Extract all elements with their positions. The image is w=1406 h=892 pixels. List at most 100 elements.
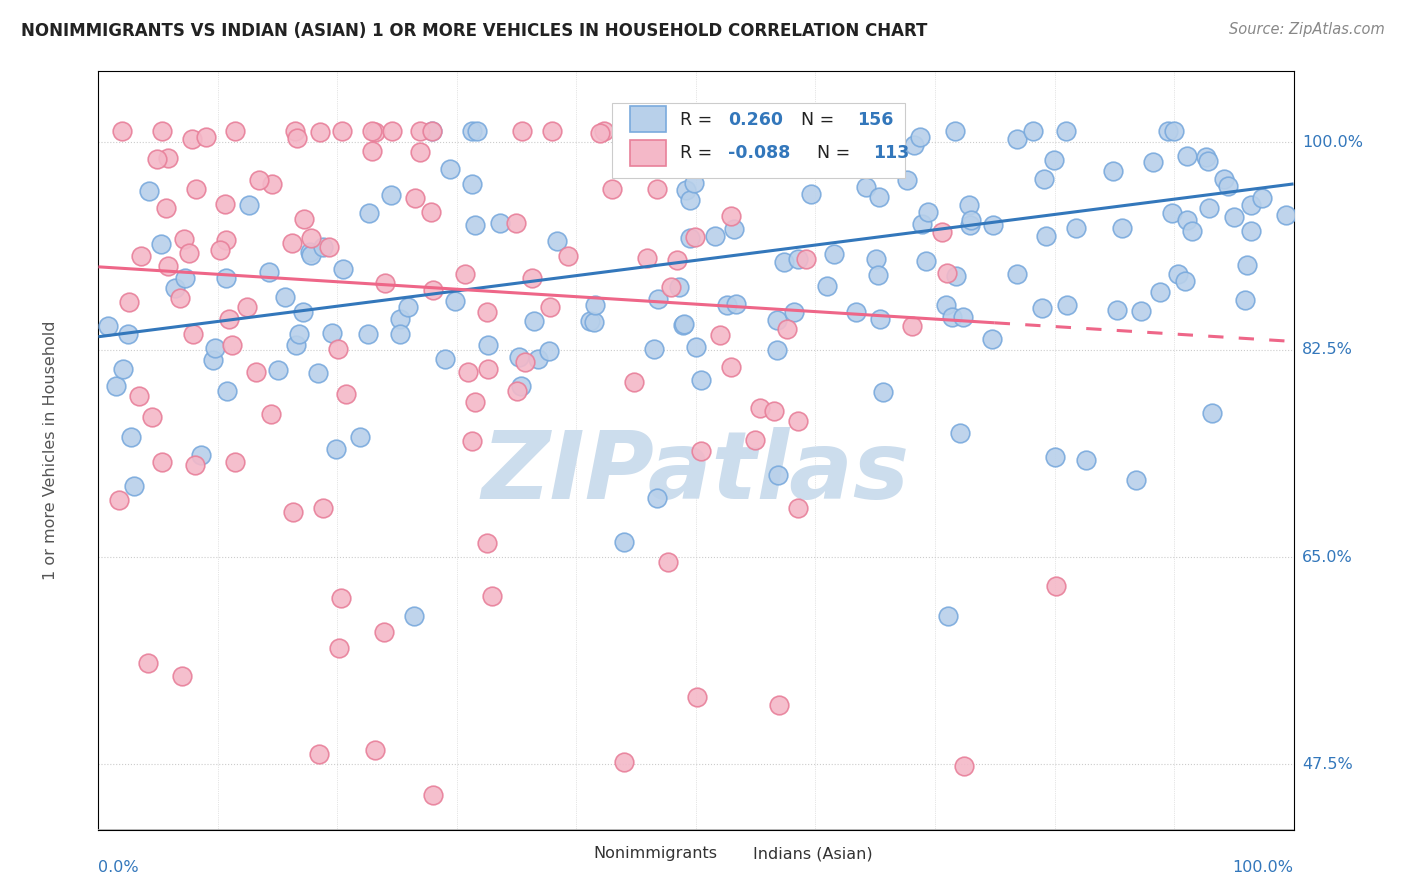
Point — [1197, 153, 1219, 168]
Point — [308, 747, 330, 762]
Point — [526, 351, 548, 366]
Point — [138, 184, 160, 198]
Point — [1125, 473, 1147, 487]
Point — [865, 252, 887, 266]
Point — [215, 384, 238, 398]
Point — [461, 123, 484, 137]
Point — [546, 234, 568, 248]
Point — [299, 244, 322, 259]
Point — [716, 298, 738, 312]
Point — [823, 247, 845, 261]
Point — [465, 123, 488, 137]
Text: -0.088: -0.088 — [728, 145, 790, 162]
Point — [689, 444, 711, 458]
Point — [508, 350, 530, 364]
Point — [773, 255, 796, 269]
Point — [786, 252, 808, 266]
Point — [686, 690, 709, 704]
Point — [668, 280, 690, 294]
Point — [636, 252, 658, 266]
Point — [855, 180, 877, 194]
Point — [685, 340, 707, 354]
Point — [981, 332, 1004, 346]
Point — [959, 212, 981, 227]
Point — [1175, 149, 1198, 163]
Point — [288, 327, 311, 342]
Point — [224, 455, 246, 469]
Point — [357, 326, 380, 341]
Point — [896, 173, 918, 187]
Point — [111, 123, 134, 137]
Point — [709, 328, 731, 343]
Point — [321, 326, 343, 340]
Point — [150, 123, 173, 137]
Point — [1222, 210, 1244, 224]
Text: ZIPatlas: ZIPatlas — [482, 427, 910, 519]
Point — [287, 130, 309, 145]
Point — [389, 326, 412, 341]
Point — [1212, 172, 1234, 186]
Point — [1045, 579, 1067, 593]
Point — [1043, 450, 1066, 464]
Point — [328, 641, 350, 656]
Point — [311, 500, 333, 515]
Point — [800, 186, 823, 201]
Point — [477, 338, 499, 352]
Text: Indians (Asian): Indians (Asian) — [754, 847, 873, 862]
Point — [583, 298, 606, 312]
Point — [419, 204, 441, 219]
Point — [190, 449, 212, 463]
Point — [1107, 302, 1129, 317]
Point — [1005, 267, 1028, 281]
Point — [477, 536, 499, 550]
Point — [657, 555, 679, 569]
Text: 65.0%: 65.0% — [1302, 549, 1353, 565]
Point — [1160, 206, 1182, 220]
Point — [267, 362, 290, 376]
Point — [768, 698, 790, 712]
Point — [952, 759, 974, 773]
Point — [957, 198, 980, 212]
Point — [204, 341, 226, 355]
Point — [373, 624, 395, 639]
Point — [1167, 267, 1189, 281]
Point — [589, 126, 612, 140]
Point — [218, 312, 240, 326]
Point — [170, 669, 193, 683]
Point — [422, 123, 444, 137]
Point — [1101, 164, 1123, 178]
Point — [538, 343, 561, 358]
Point — [510, 379, 533, 393]
Point — [700, 141, 723, 155]
Point — [1142, 155, 1164, 169]
Point — [332, 262, 354, 277]
Point — [869, 311, 891, 326]
Point — [120, 430, 142, 444]
Point — [908, 130, 931, 145]
Point — [868, 190, 890, 204]
Text: 156: 156 — [858, 111, 894, 128]
Point — [538, 300, 561, 314]
Point — [155, 201, 177, 215]
Point — [312, 240, 335, 254]
Point — [1174, 274, 1197, 288]
Point — [404, 191, 426, 205]
Point — [173, 271, 195, 285]
Text: R =: R = — [681, 111, 718, 128]
Point — [1175, 213, 1198, 227]
Point — [1031, 301, 1053, 316]
Point — [156, 151, 179, 165]
Point — [477, 361, 499, 376]
Point — [720, 210, 742, 224]
Point — [1056, 298, 1078, 312]
Point — [703, 154, 725, 169]
Point — [1250, 191, 1272, 205]
Point — [959, 218, 981, 232]
Point — [224, 123, 246, 137]
Point — [464, 218, 486, 232]
Text: 0.260: 0.260 — [728, 111, 783, 128]
Point — [262, 177, 284, 191]
Point — [724, 297, 747, 311]
Point — [461, 178, 484, 192]
Point — [299, 231, 322, 245]
